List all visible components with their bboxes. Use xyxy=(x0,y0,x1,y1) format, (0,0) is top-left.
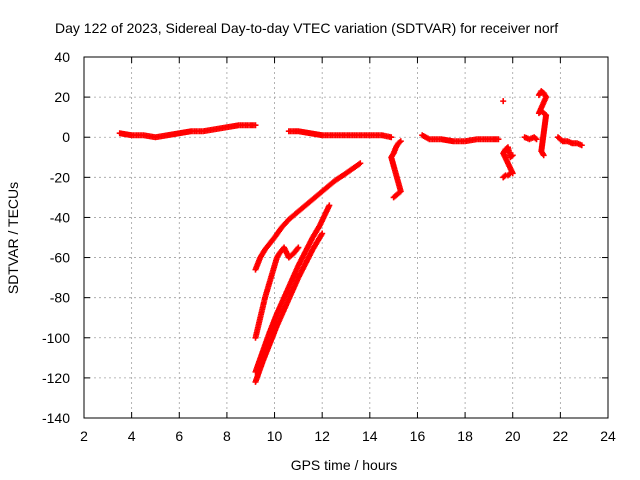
data-point xyxy=(509,152,516,159)
data-point xyxy=(495,136,502,143)
x-tick-label: 22 xyxy=(553,428,569,444)
data-point xyxy=(326,202,333,209)
x-tick-label: 24 xyxy=(600,428,616,444)
x-axis-label: GPS time / hours xyxy=(291,457,398,473)
data-point-fill xyxy=(396,139,403,146)
x-tick-label: 18 xyxy=(457,428,473,444)
y-tick-label: -40 xyxy=(50,209,70,225)
data-point xyxy=(533,136,540,143)
y-tick-label: -60 xyxy=(50,250,70,266)
y-tick-label: 40 xyxy=(54,49,70,65)
x-tick-label: 6 xyxy=(175,428,183,444)
y-axis-label: SDTVAR / TECUs xyxy=(5,182,21,294)
data-point xyxy=(397,138,404,145)
data-point xyxy=(357,160,364,167)
plot-frame xyxy=(83,56,609,419)
data-point xyxy=(319,230,326,237)
axis-ticks: 2 4 6 8 10 12 14 16 18 20 22 24-140-120-100-80-60-4… xyxy=(42,49,616,444)
grid-layer xyxy=(84,57,608,418)
data-point xyxy=(388,134,395,141)
x-tick-label: 8 xyxy=(223,428,231,444)
data-point xyxy=(295,244,302,251)
data-point-fill xyxy=(508,153,515,160)
x-tick-label: 10 xyxy=(267,428,283,444)
x-tick-label: 12 xyxy=(314,428,330,444)
y-tick-label: -140 xyxy=(42,410,70,426)
chart-title: Day 122 of 2023, Sidereal Day-to-day VTE… xyxy=(55,20,558,36)
x-tick-label: 14 xyxy=(362,428,378,444)
x-tick-label: 16 xyxy=(410,428,426,444)
y-tick-label: -20 xyxy=(50,169,70,185)
data-point-fill xyxy=(532,135,539,142)
y-tick-label: 0 xyxy=(62,129,70,145)
x-tick-label: 2 xyxy=(80,428,88,444)
data-point xyxy=(252,122,259,129)
data-points xyxy=(116,88,585,385)
y-tick-label: -120 xyxy=(42,370,70,386)
y-tick-label: -100 xyxy=(42,330,70,346)
x-tick-label: 20 xyxy=(505,428,521,444)
x-tick-label: 4 xyxy=(128,428,136,444)
data-point xyxy=(578,142,585,149)
y-tick-label: -80 xyxy=(50,290,70,306)
data-point xyxy=(540,152,547,159)
data-point xyxy=(500,98,507,105)
y-tick-label: 20 xyxy=(54,89,70,105)
data-point-fill xyxy=(501,173,508,180)
